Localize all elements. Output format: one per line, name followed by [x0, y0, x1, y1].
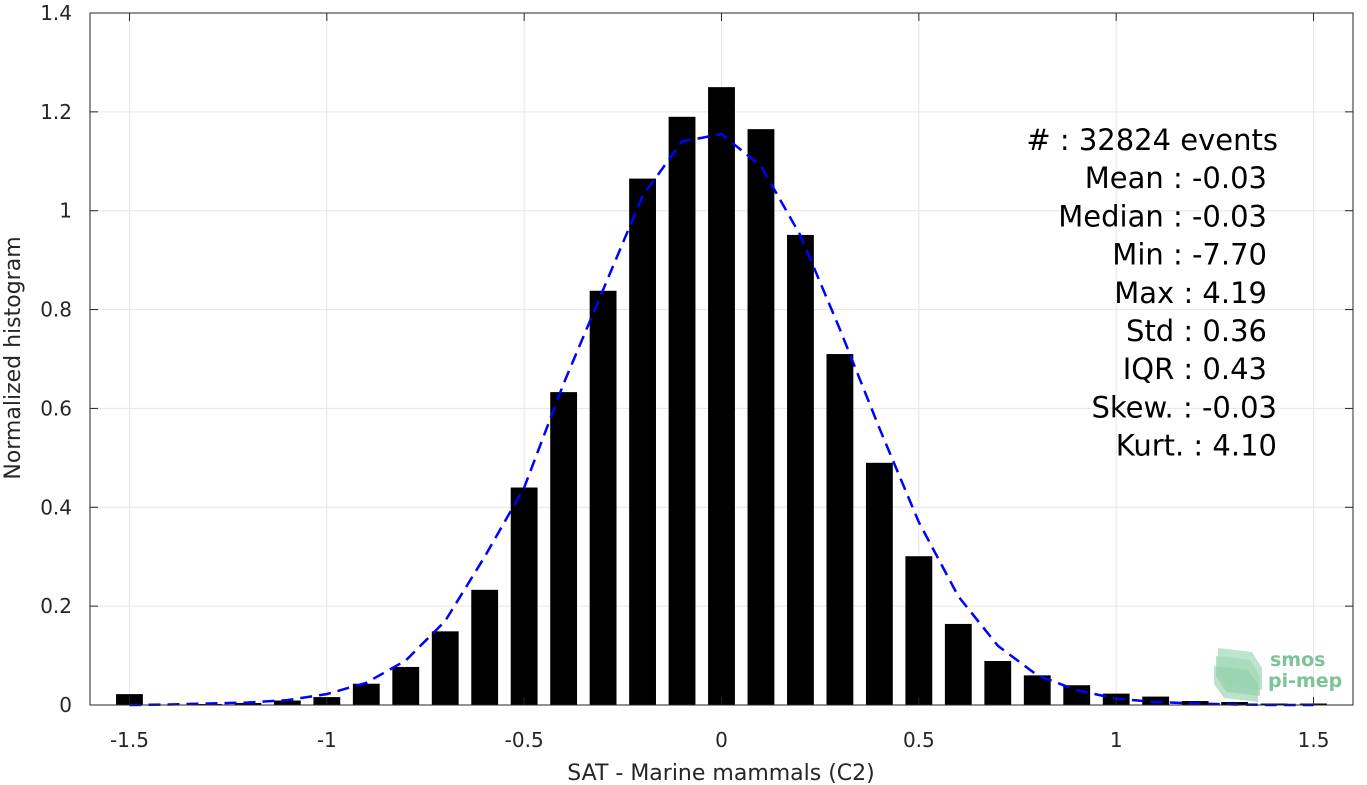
histogram-bar	[589, 290, 617, 705]
histogram-bar	[708, 87, 735, 705]
stats-line: Kurt. : 4.10	[1116, 429, 1277, 463]
histogram-bar	[273, 700, 301, 705]
y-tick-label: 0.2	[40, 594, 72, 618]
histogram-bar	[905, 556, 933, 705]
stats-line: Median : -0.03	[1058, 199, 1267, 233]
bars-layer	[116, 87, 1327, 706]
stats-line: IQR : 0.43	[1123, 352, 1267, 386]
histogram-bar	[826, 354, 854, 705]
x-tick-label: -0.5	[505, 728, 544, 752]
statistics-box: # : 32824 events Mean : -0.03 Median : -0.…	[1026, 123, 1278, 463]
histogram-bar	[352, 683, 380, 705]
y-tick-label: 1	[59, 199, 72, 223]
x-tick-label: 0.5	[903, 728, 935, 752]
histogram-bar	[629, 178, 656, 706]
y-tick-label: 0	[59, 693, 72, 717]
histogram-bar	[1023, 675, 1051, 705]
logo-mark-icon	[1214, 648, 1262, 702]
logo-text-smos: smos	[1270, 649, 1325, 671]
histogram-bar	[234, 703, 262, 705]
y-tick-label: 1.2	[40, 100, 72, 124]
histogram-bar	[1063, 685, 1091, 705]
stats-line: Std : 0.36	[1126, 314, 1267, 348]
histogram-bar	[392, 666, 420, 705]
histogram-bar	[747, 129, 775, 705]
x-tick-label: 1.5	[1298, 728, 1330, 752]
logo-text-pimep: pi-mep	[1268, 670, 1342, 692]
x-tick-label: -1	[317, 728, 337, 752]
stats-line: # : 32824 events	[1026, 123, 1278, 157]
histogram-bar	[668, 116, 696, 706]
histogram-bar	[431, 631, 459, 705]
histogram-bar	[787, 234, 814, 706]
x-tick-label: -1.5	[110, 728, 149, 752]
x-tick-label: 0	[715, 728, 728, 752]
histogram-bar	[510, 487, 538, 705]
y-tick-label: 1.4	[40, 1, 72, 25]
stats-line: Max : 4.19	[1114, 276, 1267, 310]
histogram-bar	[471, 589, 499, 705]
smos-pimep-logo: smos pi-mep	[1214, 648, 1342, 702]
y-tick-label: 0.8	[40, 298, 72, 322]
x-axis-ticks: -1.5 -1 -0.5 0 0.5 1 1.5	[110, 13, 1329, 752]
stats-line: Skew. : -0.03	[1091, 390, 1277, 424]
y-axis-label: Normalized histogram	[1, 236, 26, 479]
x-axis-label: SAT - Marine mammals (C2)	[567, 761, 875, 785]
y-tick-label: 0.6	[40, 396, 72, 420]
x-tick-label: 1	[1110, 728, 1123, 752]
histogram-bar	[984, 661, 1012, 705]
histogram-bar	[944, 623, 972, 705]
y-tick-label: 0.4	[40, 495, 72, 519]
y-axis-ticks: 0 0.2 0.4 0.6 0.8 1 1.2 1.4	[40, 1, 1353, 717]
stats-line: Mean : -0.03	[1085, 161, 1267, 195]
stats-line: Min : -7.70	[1112, 238, 1267, 272]
histogram-bar	[550, 392, 578, 705]
histogram-bar	[865, 462, 893, 705]
